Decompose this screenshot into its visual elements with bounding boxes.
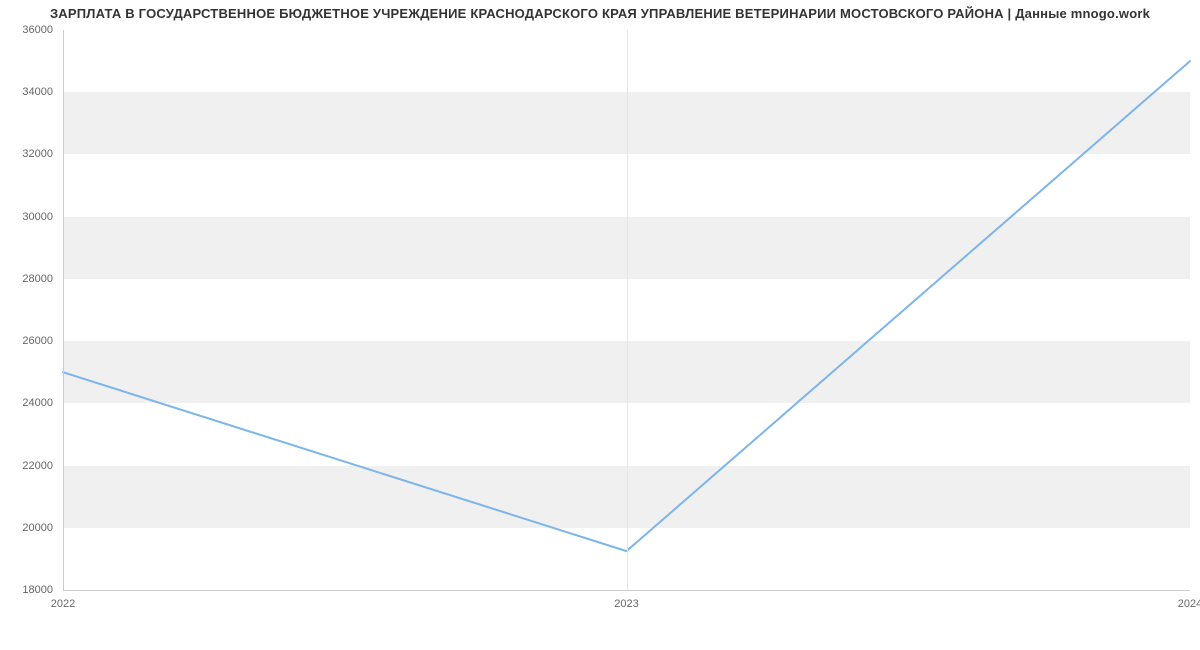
y-tick-label: 18000 <box>0 584 53 596</box>
y-tick-label: 34000 <box>0 86 53 98</box>
salary-line-chart: ЗАРПЛАТА В ГОСУДАРСТВЕННОЕ БЮДЖЕТНОЕ УЧР… <box>0 0 1200 650</box>
x-axis-line <box>63 590 1190 591</box>
chart-title: ЗАРПЛАТА В ГОСУДАРСТВЕННОЕ БЮДЖЕТНОЕ УЧР… <box>0 6 1200 21</box>
x-tick-label: 2023 <box>614 598 638 610</box>
y-tick-label: 20000 <box>0 522 53 534</box>
y-tick-label: 36000 <box>0 24 53 36</box>
y-tick-label: 32000 <box>0 148 53 160</box>
plot-area <box>63 30 1190 590</box>
x-tick-label: 2024 <box>1178 598 1200 610</box>
y-axis-line <box>63 30 64 590</box>
y-tick-label: 22000 <box>0 460 53 472</box>
y-tick-label: 28000 <box>0 273 53 285</box>
x-gridline <box>627 30 628 590</box>
y-tick-label: 24000 <box>0 397 53 409</box>
y-tick-label: 30000 <box>0 211 53 223</box>
x-tick-label: 2022 <box>51 598 75 610</box>
y-tick-label: 26000 <box>0 335 53 347</box>
